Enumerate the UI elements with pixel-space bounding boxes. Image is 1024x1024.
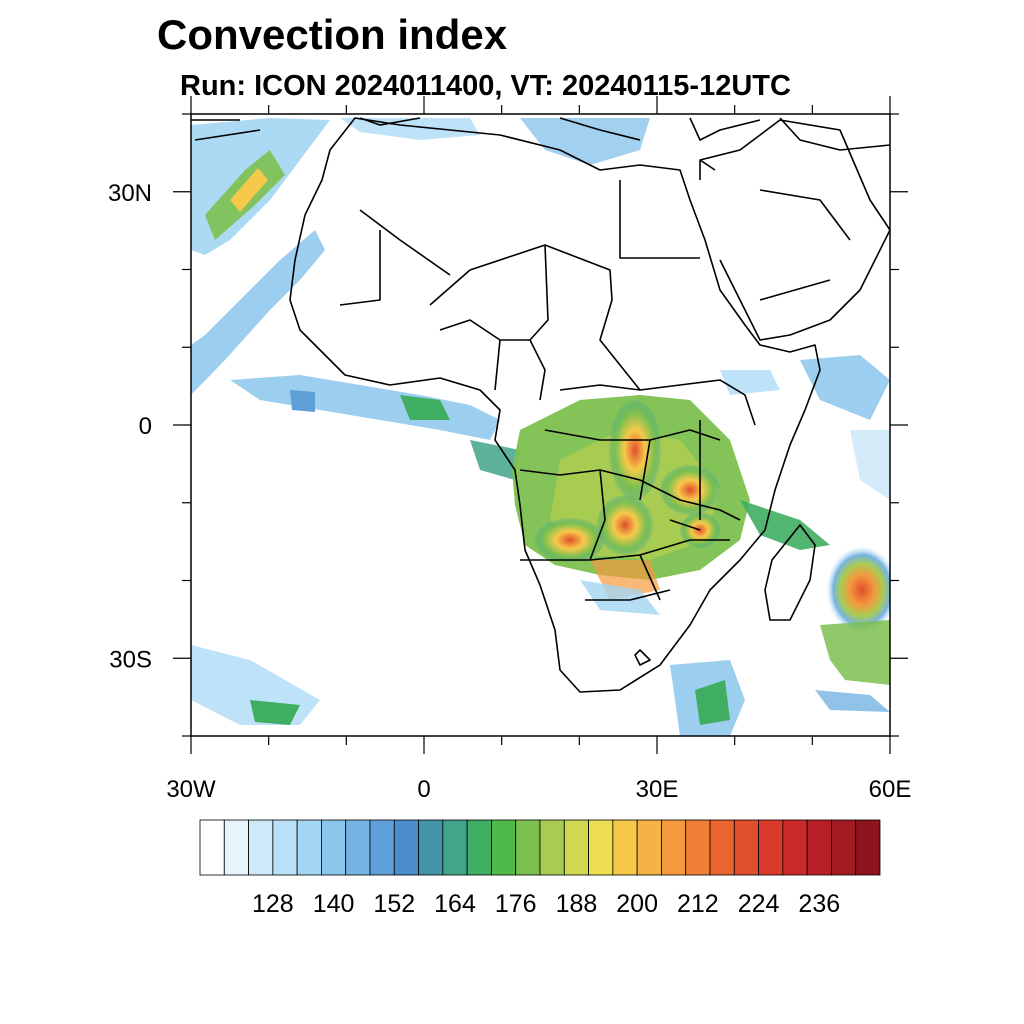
shading-itcz (230, 375, 500, 440)
colorbar-swatch (733, 819, 759, 876)
colorbar-swatch (272, 819, 298, 876)
colorbar-swatch (296, 819, 322, 876)
colorbar-swatch (563, 819, 589, 876)
axis-tick-labels: 30N 0 30S 30W 0 30E 60E (108, 180, 911, 803)
colorbar-swatch (321, 819, 347, 876)
colorbar-swatch (491, 819, 517, 876)
lon-tick-label: 0 (417, 776, 430, 803)
colorbar-swatch (855, 819, 881, 876)
axis-ticks (173, 96, 908, 754)
lat-tick-label: 0 (139, 413, 152, 440)
colorbar-swatch (782, 819, 808, 876)
lat-tick-label: 30S (109, 646, 152, 673)
colorbar (199, 819, 881, 876)
colorbar-swatch (685, 819, 711, 876)
colorbar-swatch (393, 819, 419, 876)
colorbar-tick-label: 188 (556, 890, 598, 918)
colorbar-swatch (369, 819, 395, 876)
colorbar-tick-label: 152 (373, 890, 415, 918)
colorbar-swatch (831, 819, 857, 876)
africa-coastline (289, 117, 821, 693)
country-borders (191, 117, 890, 693)
colorbar-swatch (709, 819, 735, 876)
map-subtitle: Run: ICON 2024011400, VT: 20240115-12UTC (180, 70, 791, 102)
colorbar-tick-label: 224 (738, 890, 780, 918)
lon-tick-label: 30W (166, 776, 216, 803)
colorbar-swatch (442, 819, 468, 876)
colorbar-swatch (661, 819, 687, 876)
colorbar-swatch (612, 819, 638, 876)
convection-shading (191, 118, 890, 736)
colorbar-swatch (466, 819, 492, 876)
colorbar-tick-label: 128 (252, 890, 294, 918)
colorbar-tick-label: 164 (434, 890, 476, 918)
colorbar-swatch (758, 819, 784, 876)
colorbar-swatch (539, 819, 565, 876)
colorbar-tick-label: 140 (313, 890, 355, 918)
colorbar-swatch (345, 819, 371, 876)
colorbar-swatch (223, 819, 249, 876)
colorbar-tick-label: 212 (677, 890, 719, 918)
colorbar-tick-label: 236 (798, 890, 840, 918)
colorbar-labels: 128 140 152 164 176 188 200 212 224 236 (252, 890, 840, 918)
lat-tick-label: 30N (108, 180, 152, 207)
madagascar-outline (764, 524, 816, 621)
lon-tick-label: 30E (636, 776, 679, 803)
colorbar-tick-label: 176 (495, 890, 537, 918)
colorbar-swatch (248, 819, 274, 876)
lon-tick-label: 60E (869, 776, 912, 803)
map-title: Convection index (157, 11, 508, 58)
colorbar-swatch (636, 819, 662, 876)
colorbar-swatch (806, 819, 832, 876)
colorbar-tick-label: 200 (616, 890, 658, 918)
colorbar-swatch (588, 819, 614, 876)
colorbar-swatch (515, 819, 541, 876)
colorbar-swatch (418, 819, 444, 876)
colorbar-swatch (199, 819, 225, 876)
